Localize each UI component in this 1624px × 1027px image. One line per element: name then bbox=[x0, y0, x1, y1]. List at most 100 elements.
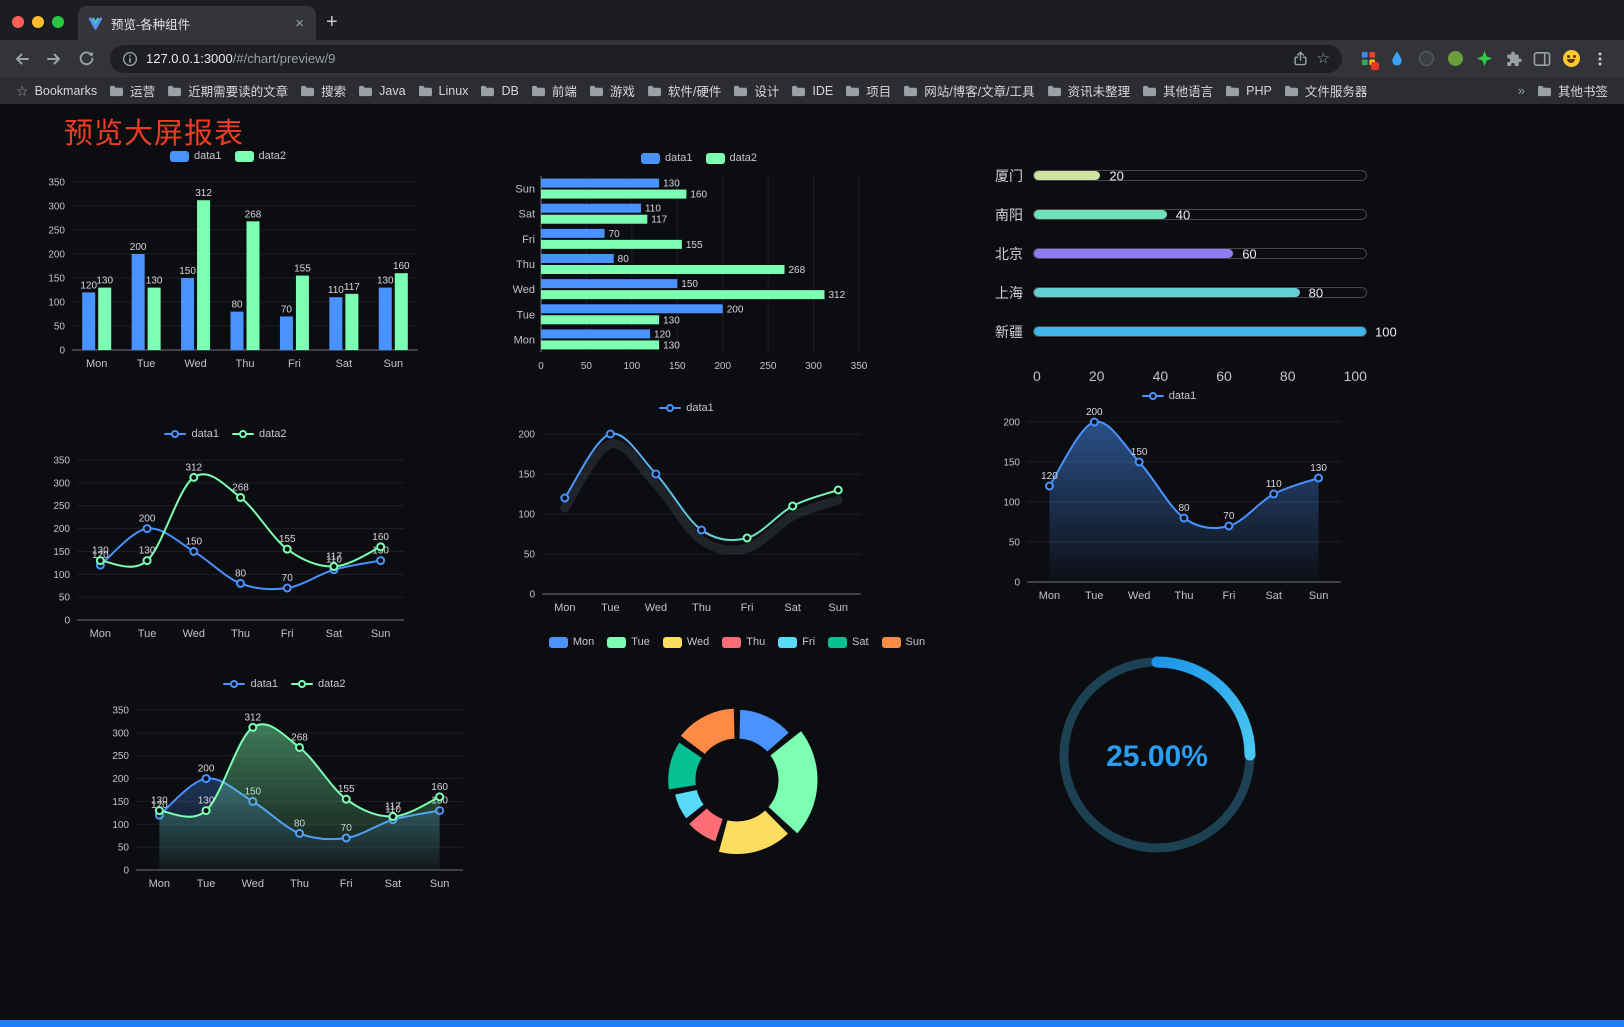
bookmark-folder[interactable]: 软件/硬件 bbox=[641, 79, 727, 102]
tab-close-icon[interactable]: × bbox=[295, 14, 304, 32]
svg-text:0: 0 bbox=[64, 616, 70, 627]
legend-item-Wed[interactable]: Wed bbox=[662, 636, 709, 648]
svg-text:130: 130 bbox=[663, 315, 680, 326]
chart-line-area-two: data1 data2 0 50 100 150 200 250 300 350 Mon Tue Wed… bbox=[92, 674, 477, 896]
svg-text:Thu: Thu bbox=[1175, 590, 1194, 602]
svg-text:130: 130 bbox=[663, 179, 680, 190]
legend-label: data1 bbox=[191, 428, 219, 440]
svg-text:Sun: Sun bbox=[1309, 590, 1329, 602]
bookmark-folder[interactable]: 近期需要读的文章 bbox=[161, 79, 294, 102]
maximize-window-button[interactable] bbox=[52, 16, 64, 28]
legend-item-Mon[interactable]: Mon bbox=[548, 636, 595, 648]
legend-label: data2 bbox=[258, 150, 287, 162]
bookmark-folder[interactable]: IDE bbox=[785, 82, 839, 100]
close-window-button[interactable] bbox=[12, 16, 24, 28]
svg-text:300: 300 bbox=[48, 202, 65, 213]
svg-text:130: 130 bbox=[151, 796, 168, 807]
legend-marker-icon bbox=[666, 404, 675, 412]
bookmark-page-star-icon[interactable]: ☆ bbox=[1316, 50, 1330, 67]
star-extension-icon[interactable] bbox=[1474, 49, 1494, 69]
bookmark-folder[interactable]: Linux bbox=[412, 82, 475, 100]
svg-text:150: 150 bbox=[185, 536, 202, 547]
legend-item-Sun[interactable]: Sun bbox=[881, 636, 925, 648]
emoji-face-icon[interactable] bbox=[1561, 49, 1581, 69]
folder-icon bbox=[1047, 85, 1061, 96]
svg-text:70: 70 bbox=[281, 304, 293, 315]
green-circle-extension-icon[interactable] bbox=[1445, 49, 1465, 69]
progress-ring-svg: 25.00% bbox=[1059, 656, 1256, 853]
minimize-window-button[interactable] bbox=[32, 16, 44, 28]
capsule-track: 100 bbox=[1033, 324, 1397, 339]
new-tab-button[interactable]: + bbox=[326, 11, 338, 33]
legend-item-data1[interactable]: data1 bbox=[223, 678, 278, 690]
bookmark-folder[interactable]: 游戏 bbox=[583, 79, 641, 102]
svg-text:350: 350 bbox=[53, 456, 70, 467]
bookmark-folder[interactable]: 设计 bbox=[727, 79, 785, 102]
legend-item-data1[interactable]: data1 bbox=[1141, 390, 1196, 402]
legend-swatch-icon bbox=[234, 150, 254, 162]
svg-text:117: 117 bbox=[651, 215, 667, 226]
bookmarks-overflow-chevron[interactable]: » bbox=[1517, 83, 1525, 98]
svg-text:160: 160 bbox=[690, 190, 707, 201]
legend-swatch-icon bbox=[778, 636, 798, 648]
legend-item-data1[interactable]: data1 bbox=[659, 402, 714, 414]
svg-text:Tue: Tue bbox=[601, 602, 620, 614]
bookmark-folder[interactable]: 网站/博客/文章/工具 bbox=[897, 79, 1040, 102]
legend-item-data1[interactable]: data1 bbox=[640, 152, 693, 164]
svg-text:120: 120 bbox=[654, 329, 671, 340]
bookmarks-root-item[interactable]: ☆ Bookmarks bbox=[10, 82, 103, 100]
legend-item-data2[interactable]: data2 bbox=[232, 428, 287, 440]
svg-text:80: 80 bbox=[235, 568, 247, 579]
tab-strip: 预览-各种组件 × + bbox=[0, 0, 1624, 40]
legend-swatch-icon bbox=[662, 636, 682, 648]
legend-item-data2[interactable]: data2 bbox=[291, 678, 346, 690]
axis-tick-label: 100 bbox=[1343, 368, 1367, 384]
share-icon[interactable] bbox=[1292, 50, 1309, 67]
legend-label: data2 bbox=[318, 678, 346, 690]
legend-item-data2[interactable]: data2 bbox=[705, 152, 757, 164]
bookmark-folder[interactable]: PHP bbox=[1219, 82, 1278, 100]
bookmark-folder[interactable]: 其他语言 bbox=[1136, 79, 1219, 102]
side-panel-icon[interactable] bbox=[1532, 49, 1552, 69]
water-drop-icon[interactable] bbox=[1387, 49, 1407, 69]
back-button[interactable] bbox=[8, 45, 36, 73]
legend-item-Tue[interactable]: Tue bbox=[607, 636, 650, 648]
other-bookmarks-item[interactable]: 其他书签 bbox=[1531, 79, 1614, 102]
bookmark-folder[interactable]: DB bbox=[474, 82, 524, 100]
address-bar[interactable]: 127.0.0.1:3000/#/chart/preview/9 ☆ bbox=[110, 44, 1342, 73]
bookmark-folder[interactable]: 搜索 bbox=[294, 79, 352, 102]
legend-label: Mon bbox=[572, 636, 595, 648]
bookmark-folder[interactable]: 运营 bbox=[103, 79, 161, 102]
browser-tab[interactable]: 预览-各种组件 × bbox=[78, 6, 316, 40]
bookmark-folder[interactable]: 文件服务器 bbox=[1278, 79, 1374, 102]
legend-label: data1 bbox=[193, 150, 222, 162]
svg-text:Sun: Sun bbox=[515, 184, 535, 196]
legend-item-data2[interactable]: data2 bbox=[234, 150, 287, 162]
legend-item-Thu[interactable]: Thu bbox=[722, 636, 765, 648]
grid-extension-icon[interactable] bbox=[1358, 49, 1379, 70]
site-info-icon[interactable] bbox=[122, 51, 138, 67]
legend-item-Sat[interactable]: Sat bbox=[828, 636, 869, 648]
reload-button[interactable] bbox=[72, 45, 100, 73]
bookmark-label: DB bbox=[501, 83, 519, 98]
svg-text:268: 268 bbox=[788, 265, 805, 276]
capsule-rows: 厦门 20 南阳 40 北京 60 上海 80 新疆 100 bbox=[985, 156, 1397, 351]
bookmark-label: 项目 bbox=[866, 85, 892, 99]
kebab-menu-icon[interactable] bbox=[1590, 49, 1610, 69]
legend-item-Fri[interactable]: Fri bbox=[778, 636, 815, 648]
svg-text:Wed: Wed bbox=[183, 628, 205, 640]
svg-text:0: 0 bbox=[1014, 578, 1020, 589]
legend-item-data1[interactable]: data1 bbox=[169, 150, 222, 162]
chart-legend: data1 data2 bbox=[33, 424, 418, 444]
bookmark-label: 文件服务器 bbox=[1304, 85, 1368, 99]
puzzle-extensions-icon[interactable] bbox=[1503, 49, 1523, 69]
bookmark-folder[interactable]: 资讯未整理 bbox=[1041, 79, 1137, 102]
dark-circle-extension-icon[interactable] bbox=[1416, 49, 1436, 69]
forward-button[interactable] bbox=[40, 45, 68, 73]
svg-text:350: 350 bbox=[851, 361, 868, 372]
bookmark-folder[interactable]: Java bbox=[352, 82, 411, 100]
legend-item-data1[interactable]: data1 bbox=[164, 428, 219, 440]
bookmark-folder[interactable]: 前端 bbox=[525, 79, 583, 102]
svg-text:300: 300 bbox=[805, 361, 822, 372]
bookmark-folder[interactable]: 项目 bbox=[839, 79, 897, 102]
